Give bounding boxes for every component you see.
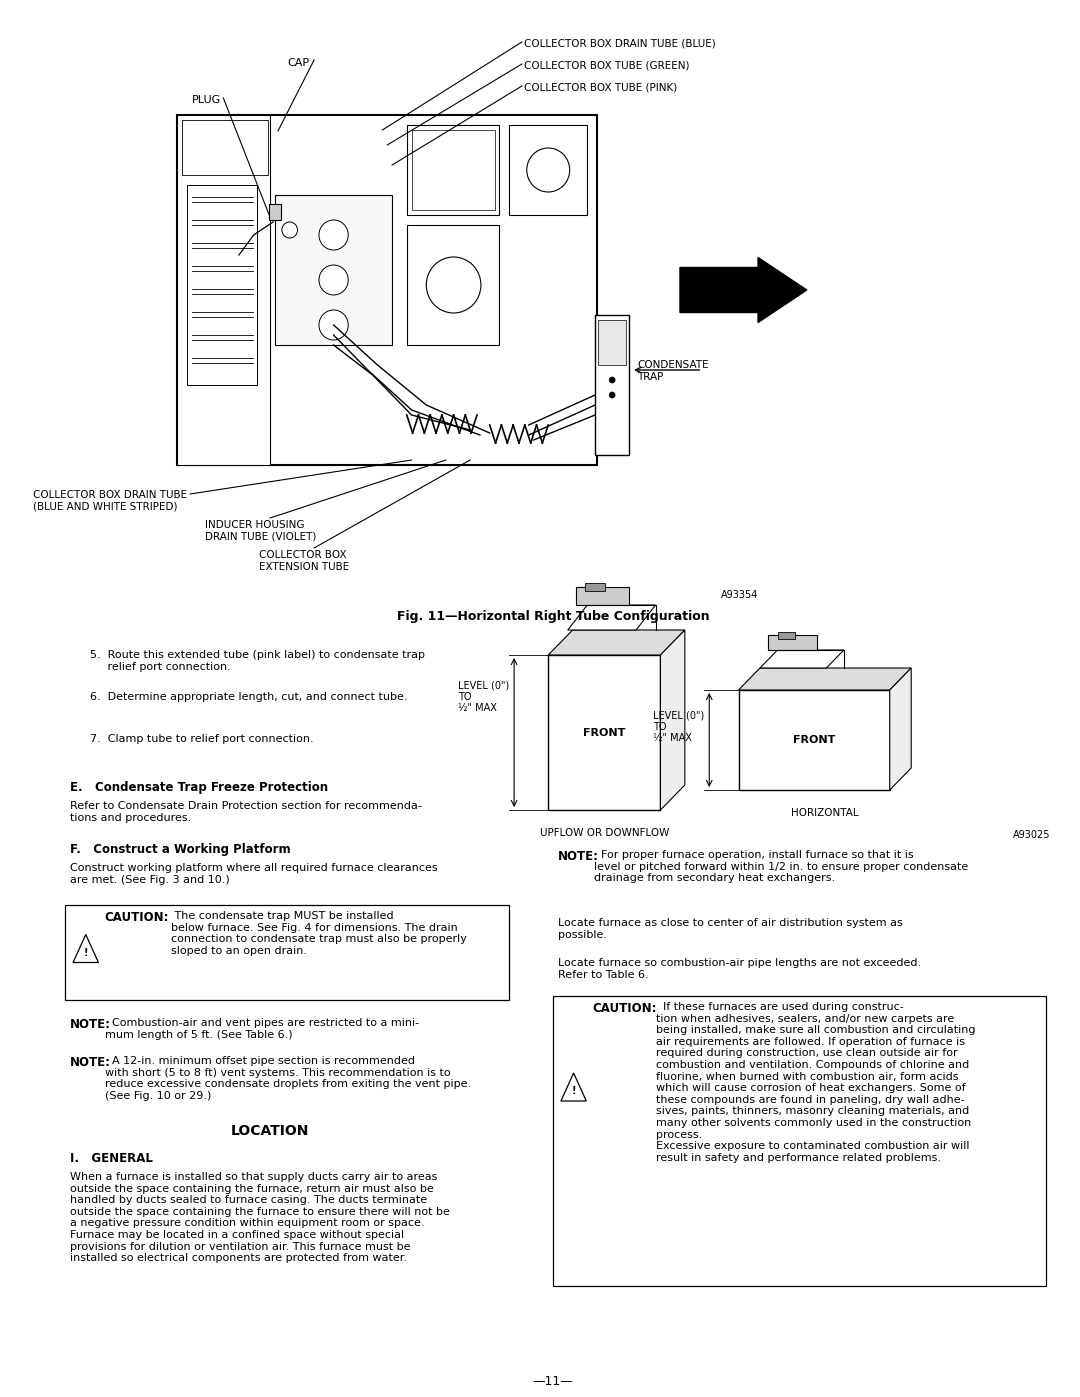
Text: FRONT: FRONT: [583, 728, 625, 738]
Bar: [183, 120, 268, 175]
Bar: [768, 636, 816, 650]
Text: A93025: A93025: [1013, 830, 1051, 840]
Text: E.   Condensate Trap Freeze Protection: E. Condensate Trap Freeze Protection: [70, 781, 328, 793]
Text: Locate furnace as close to center of air distribution system as
possible.: Locate furnace as close to center of air…: [558, 918, 903, 940]
Text: NOTE:: NOTE:: [70, 1018, 111, 1031]
Circle shape: [319, 219, 348, 250]
Text: COLLECTOR BOX
EXTENSION TUBE: COLLECTOR BOX EXTENSION TUBE: [259, 550, 350, 571]
Text: CAUTION:: CAUTION:: [592, 1002, 657, 1016]
Text: For proper furnace operation, install furnace so that it is
level or pitched for: For proper furnace operation, install fu…: [594, 849, 969, 883]
Text: I.   GENERAL: I. GENERAL: [70, 1153, 153, 1165]
Text: 7.  Clamp tube to relief port connection.: 7. Clamp tube to relief port connection.: [90, 733, 313, 745]
Bar: [411, 130, 495, 210]
Text: LOCATION: LOCATION: [231, 1125, 309, 1139]
Bar: [576, 587, 630, 605]
Text: If these furnaces are used during construc-
tion when adhesives, sealers, and/or: If these furnaces are used during constr…: [656, 1002, 975, 1162]
Text: NOTE:: NOTE:: [558, 849, 599, 863]
Circle shape: [319, 265, 348, 295]
Text: CAP: CAP: [287, 59, 309, 68]
Text: CONDENSATE
TRAP: CONDENSATE TRAP: [637, 360, 708, 381]
Bar: [778, 631, 795, 638]
Text: 5.  Route this extended tube (pink label) to condensate trap
     relief port co: 5. Route this extended tube (pink label)…: [90, 650, 424, 672]
FancyArrow shape: [680, 257, 807, 323]
Circle shape: [527, 148, 570, 191]
Text: COLLECTOR BOX TUBE (PINK): COLLECTOR BOX TUBE (PINK): [524, 82, 677, 92]
Circle shape: [282, 222, 297, 237]
Bar: [269, 204, 281, 219]
Polygon shape: [739, 668, 912, 690]
Bar: [509, 124, 588, 215]
Text: LEVEL (0")
TO
½" MAX: LEVEL (0") TO ½" MAX: [653, 710, 704, 743]
Circle shape: [427, 257, 481, 313]
Text: CAUTION:: CAUTION:: [105, 911, 168, 923]
Polygon shape: [549, 630, 685, 655]
Circle shape: [609, 393, 616, 398]
Text: !: !: [571, 1085, 576, 1097]
Bar: [187, 184, 257, 386]
Bar: [553, 996, 1045, 1287]
Text: When a furnace is installed so that supply ducts carry air to areas
outside the : When a furnace is installed so that supp…: [70, 1172, 450, 1263]
Text: !: !: [83, 947, 87, 957]
Text: Fig. 11—Horizontal Right Tube Configuration: Fig. 11—Horizontal Right Tube Configurat…: [396, 610, 710, 623]
Bar: [407, 225, 499, 345]
Bar: [65, 905, 509, 1000]
Bar: [739, 690, 890, 789]
Text: COLLECTOR BOX TUBE (GREEN): COLLECTOR BOX TUBE (GREEN): [524, 60, 689, 70]
Bar: [598, 320, 626, 365]
Text: Construct working platform where all required furnace clearances
are met. (See F: Construct working platform where all req…: [70, 863, 437, 884]
Text: PLUG: PLUG: [192, 95, 221, 105]
Polygon shape: [661, 630, 685, 810]
Text: Locate furnace so combustion-air pipe lengths are not exceeded.
Refer to Table 6: Locate furnace so combustion-air pipe le…: [558, 958, 921, 979]
Text: FRONT: FRONT: [793, 735, 835, 745]
Text: —11—: —11—: [532, 1375, 573, 1389]
Text: 6.  Determine appropriate length, cut, and connect tube.: 6. Determine appropriate length, cut, an…: [90, 692, 407, 703]
Polygon shape: [561, 1073, 586, 1101]
Bar: [407, 124, 499, 215]
Text: COLLECTOR BOX DRAIN TUBE (BLUE): COLLECTOR BOX DRAIN TUBE (BLUE): [524, 38, 716, 47]
Circle shape: [609, 377, 616, 383]
Text: The condensate trap MUST be installed
below furnace. See Fig. 4 for dimensions. : The condensate trap MUST be installed be…: [171, 911, 467, 956]
Bar: [585, 583, 605, 591]
Polygon shape: [568, 605, 656, 630]
Text: Combustion-air and vent pipes are restricted to a mini-
mum length of 5 ft. (See: Combustion-air and vent pipes are restri…: [105, 1018, 419, 1039]
Text: A 12-in. minimum offset pipe section is recommended
with short (5 to 8 ft) vent : A 12-in. minimum offset pipe section is …: [105, 1056, 471, 1101]
Polygon shape: [890, 668, 912, 789]
Bar: [595, 314, 630, 455]
Text: UPFLOW OR DOWNFLOW: UPFLOW OR DOWNFLOW: [540, 828, 669, 838]
Bar: [177, 115, 597, 465]
Text: HORIZONTAL: HORIZONTAL: [791, 807, 859, 819]
Bar: [549, 655, 661, 810]
Text: Refer to Condensate Drain Protection section for recommenda-
tions and procedure: Refer to Condensate Drain Protection sec…: [70, 800, 422, 823]
Text: INDUCER HOUSING
DRAIN TUBE (VIOLET): INDUCER HOUSING DRAIN TUBE (VIOLET): [205, 520, 316, 542]
Text: COLLECTOR BOX DRAIN TUBE
(BLUE AND WHITE STRIPED): COLLECTOR BOX DRAIN TUBE (BLUE AND WHITE…: [33, 490, 187, 511]
Polygon shape: [73, 935, 98, 963]
Circle shape: [319, 310, 348, 339]
Text: A93354: A93354: [720, 590, 758, 599]
Bar: [177, 115, 270, 465]
Text: F.   Construct a Working Platform: F. Construct a Working Platform: [70, 842, 291, 856]
Text: NOTE:: NOTE:: [70, 1056, 111, 1069]
Text: LEVEL (0")
TO
½" MAX: LEVEL (0") TO ½" MAX: [458, 680, 509, 714]
Polygon shape: [760, 650, 843, 668]
Bar: [275, 196, 392, 345]
